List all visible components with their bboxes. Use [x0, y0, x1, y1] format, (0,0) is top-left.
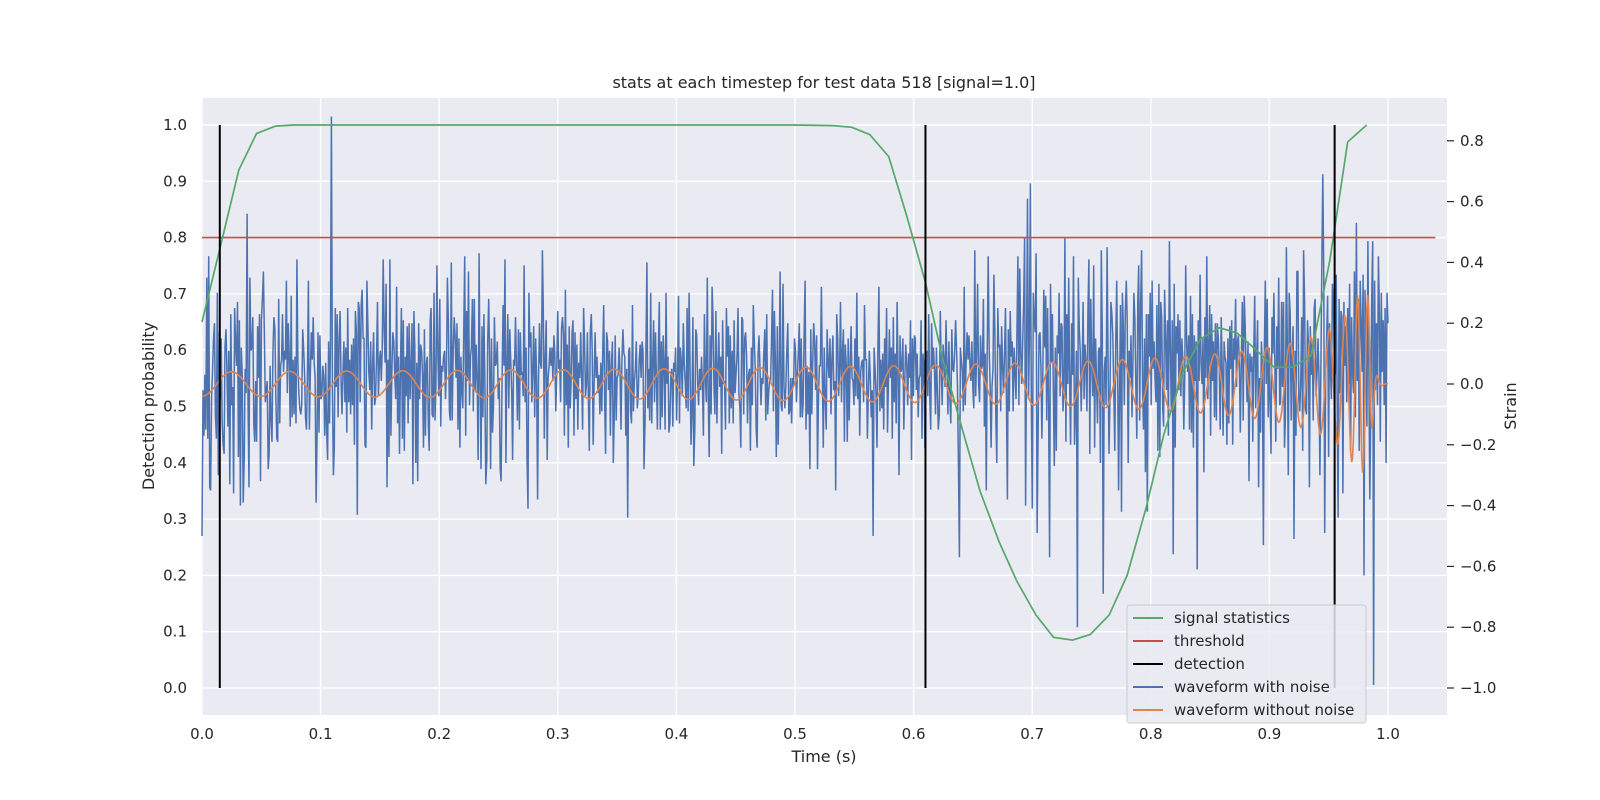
- x-tick-label: 0.9: [1257, 725, 1281, 743]
- y-tick-label: 0.7: [163, 285, 187, 303]
- x-tick-label: 0.7: [1020, 725, 1044, 743]
- x-axis: 0.0 0.1 0.2 0.3 0.4 0.5 0.6 0.7 0.8 0.9 1.0: [190, 725, 1400, 743]
- x-tick-label: 0.8: [1139, 725, 1163, 743]
- y-tick-label: 0.5: [163, 398, 187, 416]
- x-tick-label: 0.4: [664, 725, 688, 743]
- y-tick-label: 0.6: [163, 341, 187, 359]
- series-group: [201, 116, 1436, 688]
- x-tick-label: 0.1: [309, 725, 333, 743]
- legend-box: [1126, 604, 1367, 724]
- legend: signal statistics threshold detection wavef…: [1126, 604, 1367, 724]
- legend-label: signal statistics: [1174, 609, 1290, 627]
- legend-label: threshold: [1174, 632, 1245, 650]
- x-tick-label: 0.5: [783, 725, 807, 743]
- y-right-tick-label: 0.4: [1460, 253, 1484, 271]
- x-tick-label: 0.0: [190, 725, 214, 743]
- x-tick-label: 0.6: [902, 725, 926, 743]
- y-axis-title: Detection probability: [139, 322, 158, 490]
- x-tick-label: 1.0: [1376, 725, 1400, 743]
- y-axis-right-title: Strain: [1501, 382, 1520, 429]
- y-tick-label: 0.2: [163, 566, 187, 584]
- y-right-tick-label: 0.8: [1460, 132, 1484, 150]
- y-right-tick-label: −0.2: [1460, 436, 1496, 454]
- y-tick-label: 1.0: [163, 116, 187, 134]
- chart-title: stats at each timestep for test data 518…: [612, 73, 1035, 92]
- y-axis-left: 0.0 0.1 0.2 0.3 0.4 0.5 0.6 0.7 0.8 0.9 1.0: [163, 116, 187, 697]
- x-axis-title: Time (s): [790, 747, 856, 766]
- legend-label: waveform without noise: [1174, 701, 1354, 719]
- y-right-tick-label: −0.4: [1460, 497, 1496, 515]
- y-right-tick-label: −0.6: [1460, 557, 1496, 575]
- y-tick-label: 0.0: [163, 679, 187, 697]
- y-tick-label: 0.1: [163, 623, 187, 641]
- y-axis-right: −1.0 −0.8 −0.6 −0.4 −0.2 0.0 0.2 0.4 0.6 0.8: [1447, 132, 1496, 697]
- y-tick-label: 0.3: [163, 510, 187, 528]
- x-tick-label: 0.3: [546, 725, 570, 743]
- waveform-with-noise-line: [201, 116, 1389, 686]
- legend-label: waveform with noise: [1174, 678, 1330, 696]
- legend-label: detection: [1174, 655, 1245, 673]
- x-tick-label: 0.2: [427, 725, 451, 743]
- y-right-tick-label: 0.0: [1460, 375, 1484, 393]
- y-right-tick-label: 0.2: [1460, 314, 1484, 332]
- y-tick-label: 0.4: [163, 454, 187, 472]
- y-right-tick-label: −0.8: [1460, 618, 1496, 636]
- signal-statistics-line: [201, 124, 1368, 641]
- waveform-without-noise-line: [201, 294, 1389, 473]
- y-right-tick-label: 0.6: [1460, 193, 1484, 211]
- y-right-tick-label: −1.0: [1460, 679, 1496, 697]
- y-tick-label: 0.8: [163, 229, 187, 247]
- y-tick-label: 0.9: [163, 172, 187, 190]
